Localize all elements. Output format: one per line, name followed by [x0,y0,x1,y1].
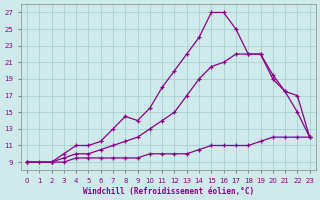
X-axis label: Windchill (Refroidissement éolien,°C): Windchill (Refroidissement éolien,°C) [83,187,254,196]
